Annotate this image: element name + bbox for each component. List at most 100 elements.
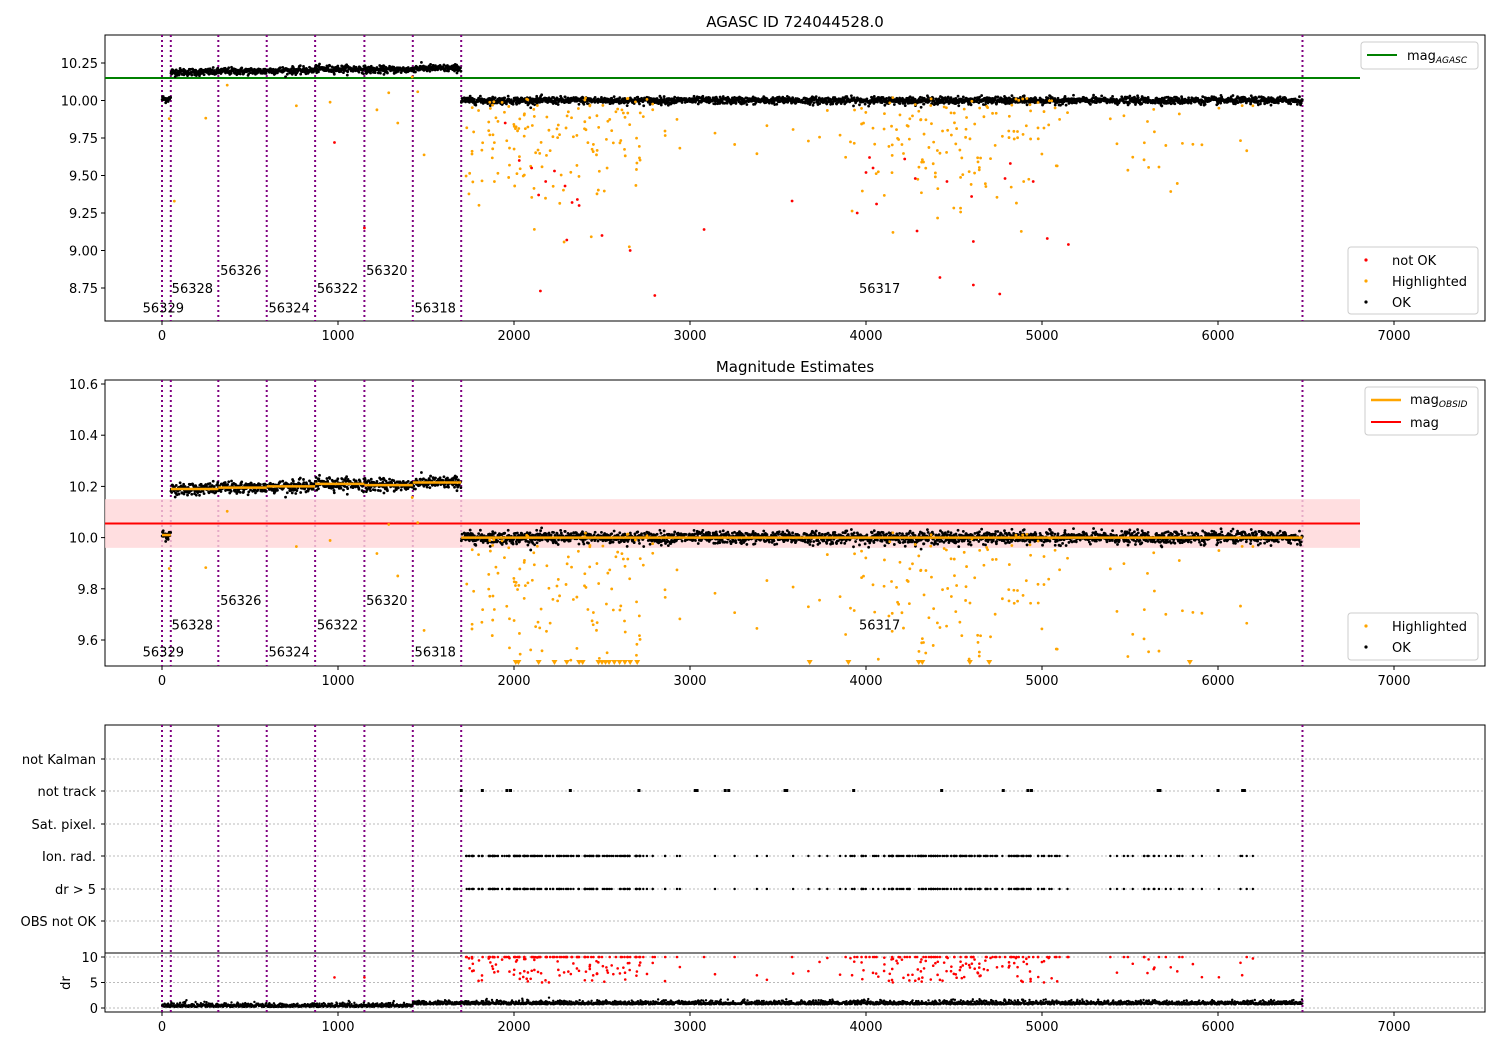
ok-point bbox=[559, 531, 563, 535]
ok-point bbox=[318, 62, 321, 66]
not-ok-point bbox=[577, 204, 581, 207]
highlighted-point bbox=[569, 170, 573, 174]
ok-point bbox=[428, 69, 432, 73]
highlighted-point bbox=[518, 167, 522, 171]
highlighted-point bbox=[595, 153, 598, 157]
ok-point bbox=[202, 492, 206, 495]
obsid-label: 56320 bbox=[366, 264, 407, 279]
highlighted-point bbox=[924, 118, 928, 122]
ok-point bbox=[618, 96, 622, 100]
ok-point bbox=[568, 539, 572, 543]
ok-point bbox=[503, 531, 507, 535]
ok-point bbox=[577, 102, 581, 106]
ok-point bbox=[429, 63, 432, 66]
highlighted-point bbox=[480, 148, 484, 152]
highlighted-point bbox=[472, 130, 476, 134]
ok-point bbox=[593, 530, 597, 534]
highlighted-point bbox=[487, 129, 491, 133]
ok-point bbox=[238, 72, 242, 76]
highlighted-point bbox=[945, 150, 948, 154]
ok-point bbox=[1072, 93, 1075, 97]
ok-point bbox=[392, 479, 396, 483]
ok-point bbox=[529, 548, 533, 552]
highlighted-point bbox=[493, 180, 496, 183]
highlighted-point bbox=[765, 124, 769, 128]
highlighted-point bbox=[946, 128, 950, 132]
ok-point bbox=[271, 67, 275, 71]
ok-point bbox=[1169, 102, 1173, 106]
highlighted-point bbox=[294, 104, 298, 108]
highlighted-point bbox=[570, 116, 573, 120]
not-ok-point bbox=[913, 177, 917, 180]
ok-point bbox=[291, 479, 295, 483]
ok-point bbox=[957, 104, 961, 108]
highlighted-point bbox=[465, 126, 469, 130]
highlighted-point bbox=[976, 160, 980, 164]
highlighted-point bbox=[1007, 136, 1011, 139]
ok-point bbox=[1300, 98, 1304, 102]
highlighted-point bbox=[523, 127, 527, 131]
ok-point bbox=[396, 486, 400, 490]
highlighted-point bbox=[545, 154, 548, 157]
y-tick-label: 10.0 bbox=[69, 532, 98, 547]
ok-point bbox=[540, 526, 544, 530]
highlighted-point bbox=[523, 112, 526, 116]
highlighted-point bbox=[938, 151, 942, 155]
obsid-label: 56322 bbox=[317, 282, 358, 297]
not-ok-point bbox=[945, 180, 949, 183]
ok-point bbox=[299, 72, 303, 76]
ok-point bbox=[468, 528, 472, 532]
ok-point bbox=[814, 95, 818, 99]
highlighted-point bbox=[935, 149, 939, 152]
highlighted-point bbox=[641, 115, 645, 119]
highlighted-point bbox=[890, 124, 893, 128]
ok-point bbox=[276, 488, 279, 492]
highlighted-point bbox=[172, 199, 176, 203]
not-ok-point bbox=[871, 166, 875, 170]
ok-point bbox=[1289, 102, 1293, 106]
highlighted-point bbox=[494, 116, 498, 120]
highlighted-point bbox=[970, 99, 974, 103]
ok-point bbox=[186, 493, 189, 497]
highlighted-point bbox=[1152, 107, 1156, 111]
ok-point bbox=[625, 104, 629, 108]
y-tick-label: 10.2 bbox=[69, 480, 98, 495]
highlighted-point bbox=[1131, 155, 1135, 159]
ok-point bbox=[582, 542, 586, 546]
ok-point bbox=[325, 477, 329, 480]
ok-point bbox=[276, 71, 279, 75]
ok-point bbox=[239, 483, 243, 487]
highlighted-point bbox=[917, 165, 921, 169]
ok-point bbox=[170, 491, 174, 494]
highlighted-point bbox=[492, 100, 496, 104]
highlighted-point bbox=[577, 175, 581, 178]
ok-point bbox=[582, 102, 586, 106]
highlighted-point bbox=[167, 117, 171, 120]
ok-point bbox=[526, 543, 530, 547]
highlighted-point bbox=[1108, 117, 1112, 121]
ok-point bbox=[311, 487, 315, 491]
highlighted-point bbox=[1027, 177, 1031, 181]
ok-point bbox=[577, 542, 581, 546]
highlighted-point bbox=[620, 108, 624, 112]
highlighted-point bbox=[882, 127, 886, 131]
ok-point bbox=[1278, 95, 1282, 99]
highlighted-point bbox=[952, 206, 956, 210]
ok-point bbox=[240, 480, 244, 484]
ok-point bbox=[1111, 95, 1114, 98]
ok-point bbox=[357, 487, 361, 491]
ok-point bbox=[246, 493, 250, 497]
highlighted-point bbox=[513, 184, 517, 188]
ok-point bbox=[852, 104, 855, 108]
highlighted-point bbox=[927, 146, 931, 149]
plot1-frame bbox=[104, 34, 1486, 322]
not-ok-point bbox=[790, 199, 794, 203]
x-tick-label: 3000 bbox=[673, 329, 706, 344]
x-tick-label: 7000 bbox=[1377, 674, 1410, 689]
highlighted-point bbox=[488, 133, 492, 137]
ok-point bbox=[503, 96, 507, 100]
ok-point bbox=[216, 481, 220, 484]
highlighted-point bbox=[507, 176, 511, 179]
highlighted-point bbox=[591, 143, 595, 146]
ok-point bbox=[198, 493, 201, 497]
